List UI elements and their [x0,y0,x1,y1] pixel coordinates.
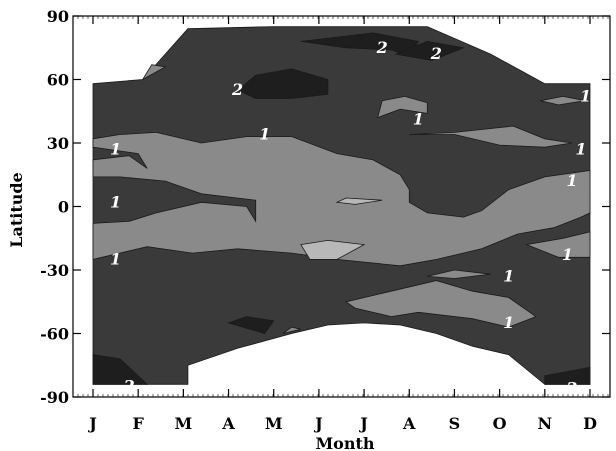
contour-regions [92,26,591,385]
contour-label-12: 1 [503,266,514,285]
contour-region-16 [300,239,366,260]
contour-region-7 [540,95,586,106]
contour-region-13 [227,316,275,334]
contour-region-15 [544,366,591,385]
contour-region-3 [427,269,491,279]
contour-region-5 [409,125,572,148]
contour-region-4 [525,231,591,258]
x-tick-label: S [449,414,461,433]
contour-region-9 [141,64,167,81]
x-tick-label: A [221,414,235,433]
contour-label-10: 1 [110,249,121,268]
contour-label-0: 2 [376,38,388,57]
y-axis-title: Latitude [7,172,26,247]
contour-label-14: 2 [123,376,135,395]
y-tick-label: -90 [40,388,69,407]
contour-label-4: 1 [413,110,424,129]
y-tick-label: 0 [58,198,69,217]
x-tick-label: A [402,414,416,433]
x-axis-title: Month [315,434,374,451]
x-tick-label: D [583,414,597,433]
y-tick-label: 90 [47,7,69,26]
y-tick-label: -60 [40,325,69,344]
x-tick-label: M [265,414,283,433]
contour-label-6: 1 [110,139,121,158]
x-tick-label: J [358,414,368,433]
contour-region-8 [282,326,301,334]
contour-region-2 [345,280,537,328]
contour-region-12 [394,40,465,61]
contour-region-17 [335,197,383,205]
contour-label-7: 1 [575,139,586,158]
contour-label-8: 1 [566,171,577,190]
x-tick-label: J [313,414,323,433]
y-tick-label: 30 [47,134,69,153]
contour-label-1: 2 [430,44,442,63]
contour-label-15: 2 [565,379,577,398]
contour-label-11: 1 [562,245,573,264]
contour-label-9: 1 [110,192,121,211]
x-tick-label: N [538,414,553,433]
contour-label-5: 1 [259,125,270,144]
contour-region-14 [92,354,149,385]
x-tick-label: O [493,414,507,433]
y-tick-label: -30 [40,261,69,280]
y-tick-label: 60 [47,71,69,90]
x-tick-label: J [87,414,97,433]
contour-region-10 [236,68,329,99]
x-tick-label: M [175,414,193,433]
contour-region-1 [92,131,591,267]
contour-label-2: 2 [231,80,243,99]
x-tick-label: F [133,414,145,433]
contour-labels: 2 2 2 1 1 1 1 1 1 1 1 1 1 1 2 2 [110,38,591,398]
contour-region-6 [377,95,428,119]
contour-label-3: 1 [580,86,591,105]
contour-label-13: 1 [503,313,514,332]
y-axis-ticks: 90 60 30 0 -30 -60 -90 [40,7,610,407]
